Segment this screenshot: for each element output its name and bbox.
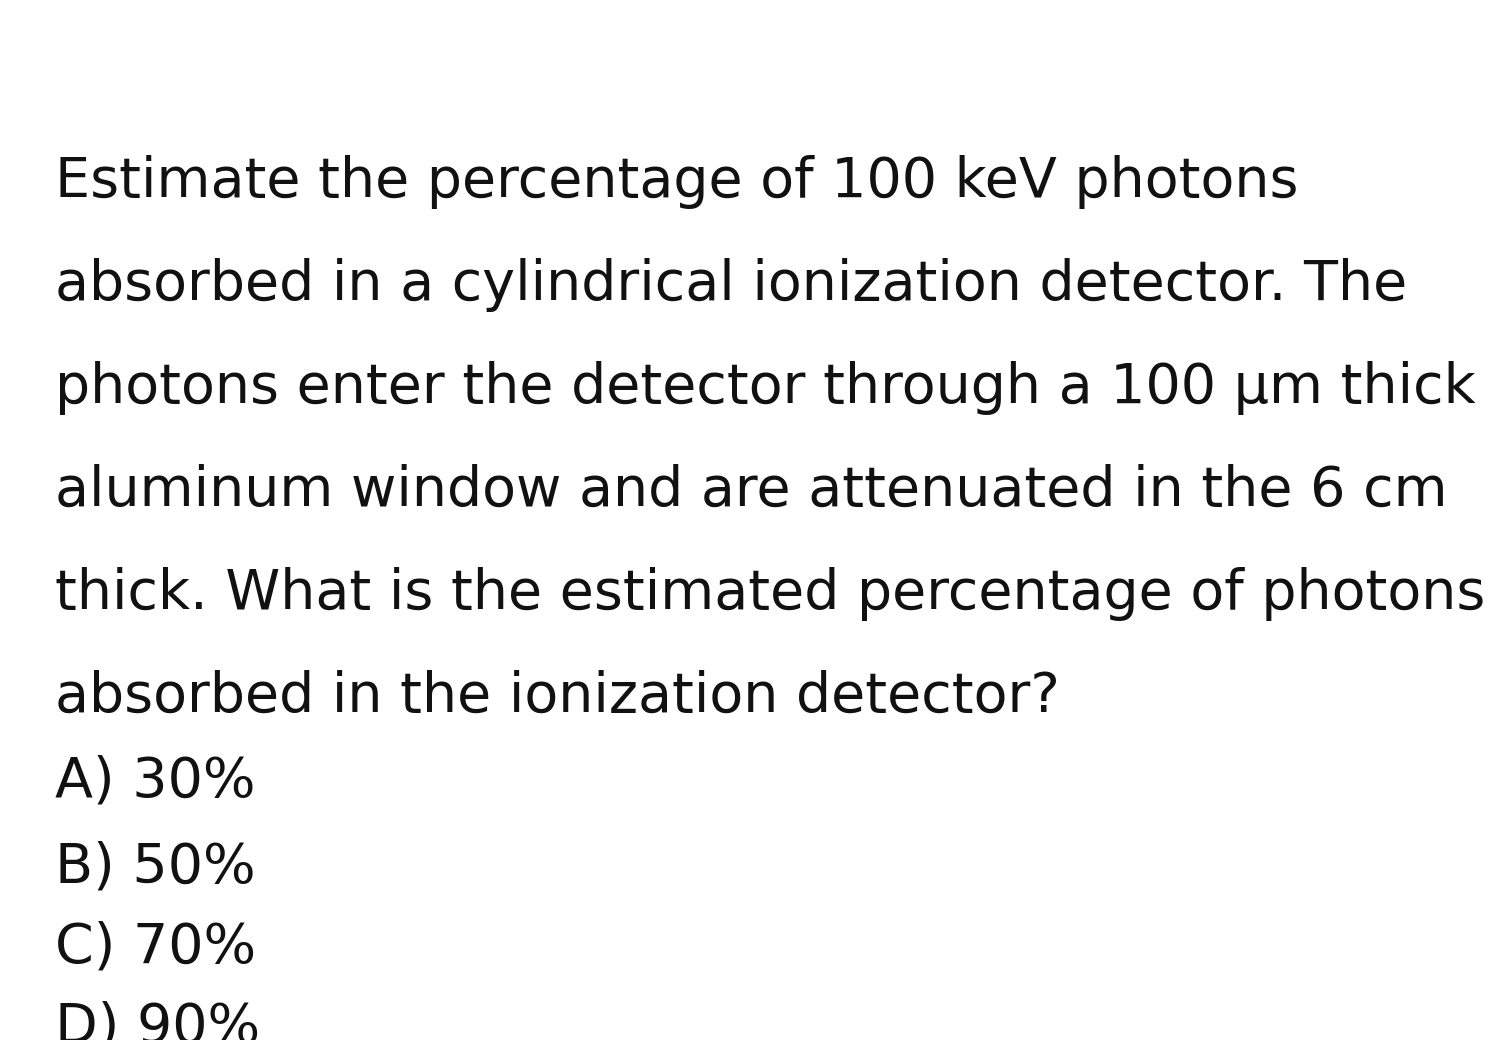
Text: aluminum window and are attenuated in the 6 cm: aluminum window and are attenuated in th… [56,464,1448,518]
Text: photons enter the detector through a 100 μm thick: photons enter the detector through a 100… [56,361,1476,415]
Text: B) 50%: B) 50% [56,840,255,894]
Text: Estimate the percentage of 100 keV photons: Estimate the percentage of 100 keV photo… [56,155,1299,209]
Text: absorbed in a cylindrical ionization detector. The: absorbed in a cylindrical ionization det… [56,258,1407,312]
Text: C) 70%: C) 70% [56,920,256,974]
Text: D) 90%: D) 90% [56,1000,261,1040]
Text: thick. What is the estimated percentage of photons: thick. What is the estimated percentage … [56,567,1485,621]
Text: A) 30%: A) 30% [56,755,255,809]
Text: absorbed in the ionization detector?: absorbed in the ionization detector? [56,670,1060,724]
